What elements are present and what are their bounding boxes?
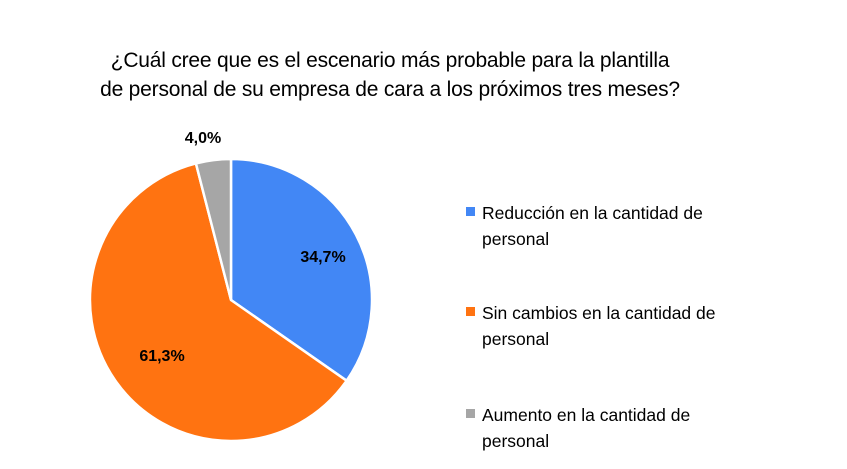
data-label-aumento: 4,0% [185,130,221,147]
legend-swatch-reduccion [466,207,475,216]
legend-label-aumento: Aumento en la cantidad de personal [482,405,691,451]
chart-title-line-2: de personal de su empresa de cara a los … [100,78,680,101]
pie-slice-reduccion [229,157,374,382]
pie-slice-sin-cambios [88,162,348,443]
chart-title-line-1: ¿Cuál cree que es el escenario más proba… [110,49,670,72]
legend-swatch-sin-cambios [466,307,475,316]
pie-slices [88,157,374,443]
legend-label-sin-cambios: Sin cambios en la cantidad de personal [482,303,716,349]
data-label-sin-cambios: 61,3% [139,348,184,365]
chart-title: ¿Cuál cree que es el escenario más proba… [70,46,710,104]
legend-swatch-aumento [466,409,475,418]
data-label-reduccion: 34,7% [300,249,345,266]
legend-label-reduccion: Reducción en la cantidad de personal [482,203,703,249]
pie-slice-aumento [194,157,233,302]
